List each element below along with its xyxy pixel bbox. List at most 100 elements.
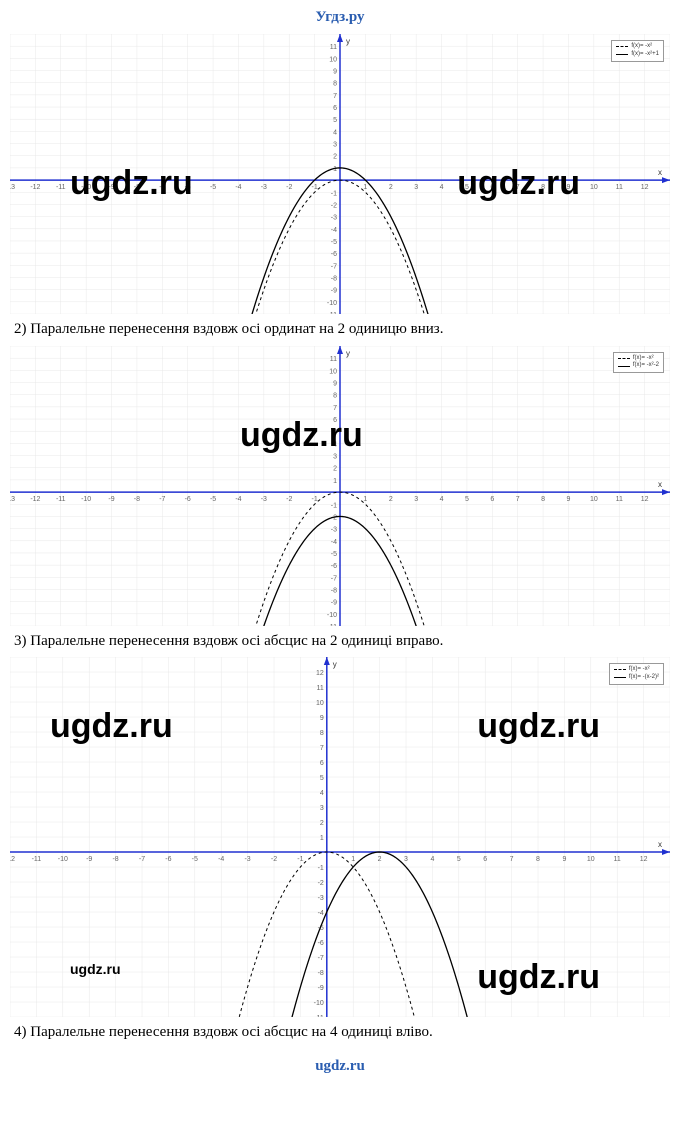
svg-text:7: 7 (333, 93, 337, 100)
svg-text:10: 10 (316, 700, 324, 707)
svg-text:-4: -4 (218, 856, 224, 863)
svg-text:-9: -9 (86, 856, 92, 863)
svg-text:x: x (658, 168, 662, 177)
svg-text:-5: -5 (210, 184, 216, 191)
svg-text:-4: -4 (318, 910, 324, 917)
chart-2-legend: f(x)= -x² f(x)= -x²-2 (613, 352, 664, 374)
svg-text:-6: -6 (185, 184, 191, 191)
legend-base: f(x)= -x² (633, 355, 654, 363)
svg-text:-6: -6 (185, 496, 191, 503)
svg-text:3: 3 (320, 805, 324, 812)
svg-text:-1: -1 (331, 502, 337, 509)
svg-text:4: 4 (320, 790, 324, 797)
svg-text:x: x (658, 840, 662, 849)
svg-text:7: 7 (333, 404, 337, 411)
caption-4: 4) Паралельне перенесення вздовж осі абс… (0, 1019, 680, 1049)
svg-text:-1: -1 (311, 184, 317, 191)
chart-1-legend: f(x)= -x² f(x)= -x²+1 (611, 40, 664, 62)
svg-text:-9: -9 (331, 599, 337, 606)
svg-text:-13: -13 (10, 184, 15, 191)
svg-text:6: 6 (333, 105, 337, 112)
svg-text:11: 11 (330, 356, 337, 363)
svg-text:10: 10 (590, 184, 598, 191)
svg-text:9: 9 (562, 856, 566, 863)
svg-text:-1: -1 (318, 865, 324, 872)
svg-text:1: 1 (333, 477, 337, 484)
svg-text:-3: -3 (331, 526, 337, 533)
svg-text:-9: -9 (318, 985, 324, 992)
svg-text:-10: -10 (58, 856, 68, 863)
svg-text:2: 2 (389, 496, 393, 503)
svg-text:-1: -1 (297, 856, 303, 863)
svg-text:12: 12 (641, 496, 649, 503)
svg-text:9: 9 (567, 496, 571, 503)
svg-text:6: 6 (483, 856, 487, 863)
svg-text:-6: -6 (331, 251, 337, 258)
chart-3: -12-11-10-9-8-7-6-5-4-3-2-11234567891011… (10, 657, 670, 1017)
svg-text:-8: -8 (331, 587, 337, 594)
chart-1-svg: -13-12-11-10-9-8-7-6-5-4-3-2-11234567891… (10, 34, 670, 314)
svg-text:10: 10 (590, 496, 598, 503)
svg-text:2: 2 (389, 184, 393, 191)
svg-text:11: 11 (317, 685, 324, 692)
svg-text:4: 4 (440, 184, 444, 191)
svg-text:-5: -5 (192, 856, 198, 863)
svg-text:12: 12 (316, 670, 324, 677)
svg-text:-5: -5 (331, 239, 337, 246)
svg-text:6: 6 (490, 496, 494, 503)
svg-text:7: 7 (516, 496, 520, 503)
site-bottom-link[interactable]: ugdz.ru (315, 1058, 365, 1074)
chart-3-svg: -12-11-10-9-8-7-6-5-4-3-2-11234567891011… (10, 657, 670, 1017)
svg-text:3: 3 (414, 496, 418, 503)
legend-2: f(x)= -x²-2 (633, 362, 659, 370)
svg-text:-2: -2 (286, 184, 292, 191)
svg-text:-6: -6 (165, 856, 171, 863)
svg-text:2: 2 (320, 820, 324, 827)
svg-text:5: 5 (320, 775, 324, 782)
svg-text:-10: -10 (327, 300, 337, 307)
svg-text:8: 8 (541, 184, 545, 191)
svg-text:5: 5 (333, 429, 337, 436)
svg-text:11: 11 (616, 496, 623, 503)
svg-text:-7: -7 (331, 263, 337, 270)
svg-text:-8: -8 (134, 184, 140, 191)
svg-text:-4: -4 (235, 496, 241, 503)
svg-text:10: 10 (329, 368, 337, 375)
svg-text:-2: -2 (286, 496, 292, 503)
svg-text:9: 9 (567, 184, 571, 191)
svg-text:5: 5 (465, 184, 469, 191)
svg-text:-2: -2 (318, 880, 324, 887)
svg-text:-1: -1 (311, 496, 317, 503)
svg-text:-12: -12 (10, 856, 15, 863)
svg-text:11: 11 (616, 184, 623, 191)
svg-text:12: 12 (641, 184, 649, 191)
header-link: Угдз.ру (0, 0, 680, 34)
svg-text:-10: -10 (81, 496, 91, 503)
svg-text:6: 6 (320, 760, 324, 767)
svg-text:-8: -8 (331, 275, 337, 282)
svg-text:9: 9 (320, 715, 324, 722)
svg-text:6: 6 (490, 184, 494, 191)
svg-text:3: 3 (333, 142, 337, 149)
site-top-link[interactable]: Угдз.ру (315, 9, 364, 25)
svg-text:11: 11 (614, 856, 621, 863)
svg-text:-3: -3 (261, 496, 267, 503)
svg-text:-10: -10 (314, 1000, 324, 1007)
footer-link: ugdz.ru (0, 1049, 680, 1083)
svg-text:-11: -11 (327, 624, 337, 626)
svg-text:-11: -11 (327, 312, 337, 314)
svg-text:5: 5 (457, 856, 461, 863)
svg-text:-8: -8 (318, 970, 324, 977)
svg-text:-11: -11 (56, 184, 66, 191)
svg-text:3: 3 (404, 856, 408, 863)
legend-base: f(x)= -x² (629, 666, 650, 674)
chart-3-legend: f(x)= -x² f(x)= -(x-2)² (609, 663, 664, 685)
svg-text:1: 1 (333, 166, 337, 173)
svg-text:-10: -10 (81, 184, 91, 191)
svg-text:-2: -2 (271, 856, 277, 863)
svg-text:-7: -7 (318, 955, 324, 962)
svg-text:3: 3 (333, 453, 337, 460)
svg-text:8: 8 (541, 496, 545, 503)
svg-text:1: 1 (351, 856, 355, 863)
svg-text:-5: -5 (331, 550, 337, 557)
